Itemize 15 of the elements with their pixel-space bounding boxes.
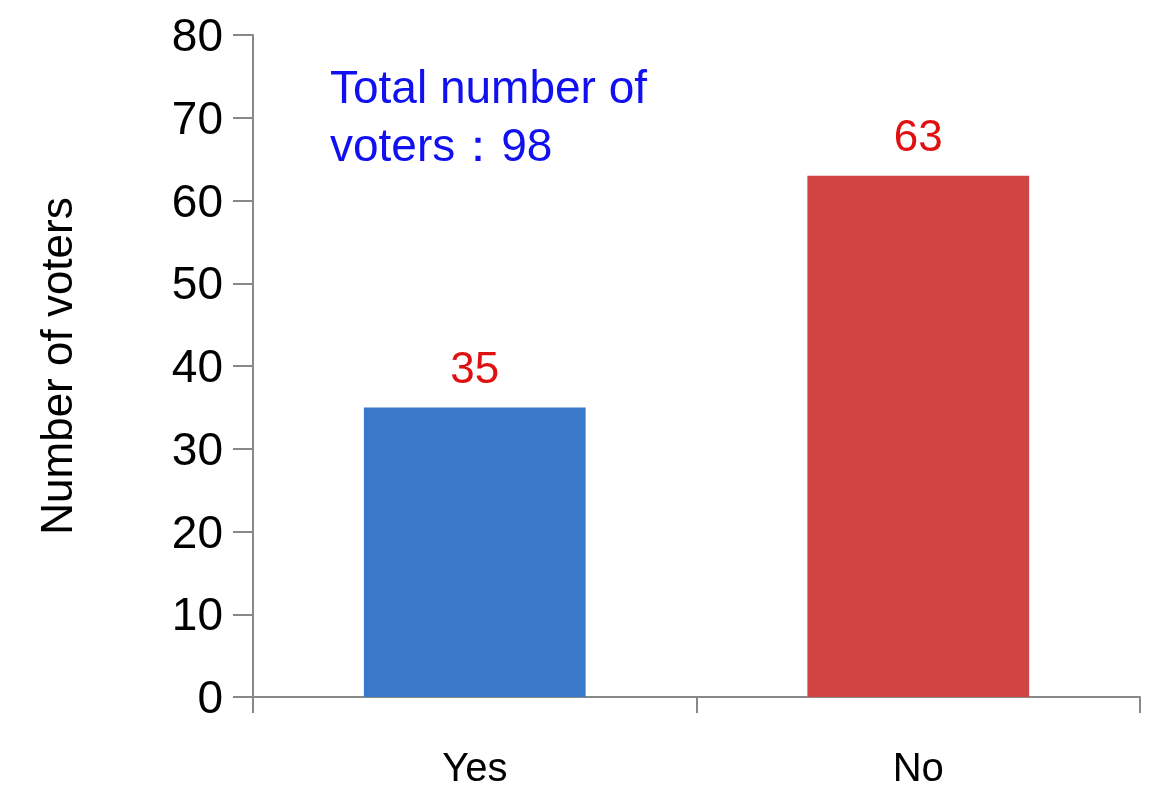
data-label: 63 [893,111,943,161]
y-tick-label: 40 [171,340,223,392]
annotation: Total number of voters：98 [330,61,648,171]
y-tick-label: 50 [171,257,223,310]
x-tick-label: Yes [442,745,508,789]
x-tick-label: No [892,745,944,789]
y-tick-label: 60 [171,174,223,227]
data-label: 35 [450,342,500,392]
y-tick-label: 0 [197,671,223,723]
y-tick-label: 80 [171,9,223,61]
y-tick-label: 30 [171,422,223,475]
y-tick-label: 70 [171,91,223,144]
y-tick-label: 20 [171,505,223,558]
y-tick-label: 10 [171,588,223,641]
y-axis-title: Number of voters [31,197,81,535]
